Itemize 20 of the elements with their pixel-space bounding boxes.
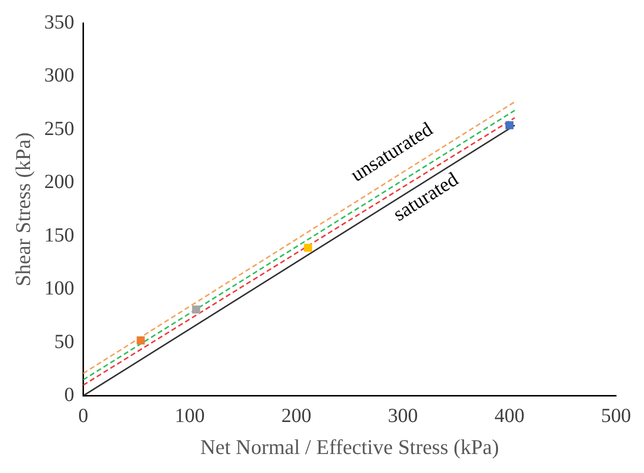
y-axis-title: Shear Stress (kPa) bbox=[11, 132, 36, 286]
x-tick-label: 400 bbox=[494, 405, 524, 428]
y-tick-label: 50 bbox=[54, 330, 74, 353]
y-tick-label: 300 bbox=[44, 64, 74, 87]
y-tick-label: 250 bbox=[44, 118, 74, 140]
y-tick-label: 150 bbox=[44, 224, 74, 246]
y-tick-label: 200 bbox=[44, 171, 74, 194]
point bbox=[192, 305, 200, 314]
point bbox=[136, 336, 145, 344]
y-tick-label: 100 bbox=[44, 278, 74, 300]
y-tick-label: 350 bbox=[44, 11, 74, 34]
point bbox=[505, 121, 514, 130]
point bbox=[304, 244, 312, 252]
y-tick-label: 0 bbox=[64, 384, 74, 406]
x-tick-label: 100 bbox=[174, 405, 205, 428]
x-tick-label: 200 bbox=[281, 405, 312, 428]
x-axis-title: Net Normal / Effective Stress (kPa) bbox=[200, 434, 499, 459]
x-tick-label: 500 bbox=[601, 405, 631, 428]
x-tick-label: 300 bbox=[388, 405, 418, 428]
x-tick-label: 0 bbox=[78, 405, 88, 428]
